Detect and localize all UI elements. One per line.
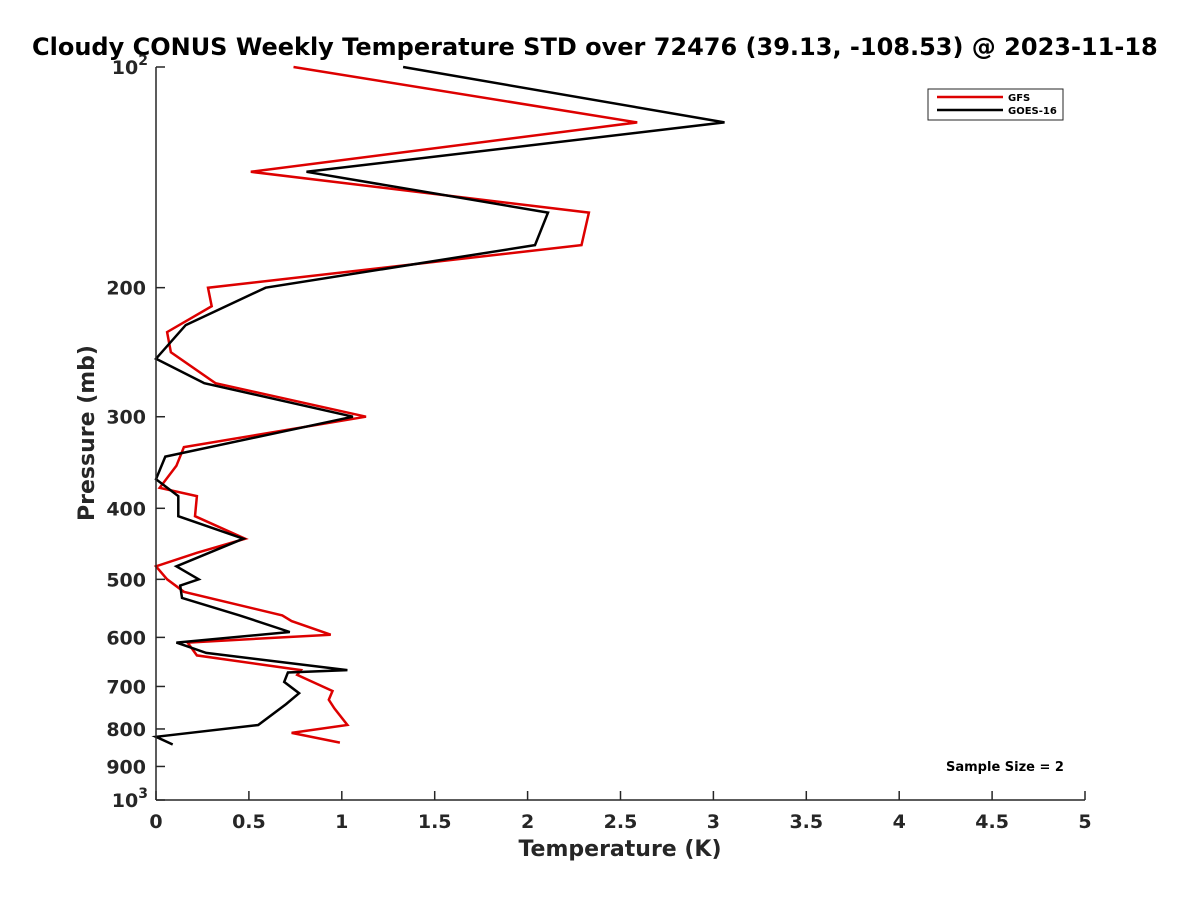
legend: GFS GOES-16 <box>927 88 1064 121</box>
legend-box <box>927 88 1064 121</box>
y-tick-label: 500 <box>106 569 146 591</box>
plot-area <box>151 65 725 746</box>
chart-title: Cloudy CONUS Weekly Temperature STD over… <box>32 33 1158 61</box>
y-axis-label: Pressure (mb) <box>75 345 100 521</box>
x-tick-label: 3 <box>707 811 720 833</box>
x-tick-label: 1.5 <box>418 811 452 833</box>
x-tick-label: 3.5 <box>789 811 823 833</box>
x-tick-label: 0.5 <box>232 811 266 833</box>
y-tick-label: 800 <box>106 719 146 741</box>
x-tick-label: 5 <box>1078 811 1091 833</box>
series-line-goes16 <box>151 65 725 746</box>
y-tick-label: 400 <box>106 498 146 520</box>
x-tick-label: 4 <box>893 811 906 833</box>
x-axis-label: Temperature (K) <box>518 837 721 862</box>
x-tick-label: 2 <box>521 811 534 833</box>
y-tick-label: 200 <box>106 278 146 300</box>
y-ticks: 102 200 300 400 500 600 700 800 900 103 <box>106 53 165 812</box>
x-tick-label: 2.5 <box>604 811 638 833</box>
y-tick-label: 300 <box>106 407 146 429</box>
series-line-gfs <box>153 65 638 744</box>
y-tick-label: 700 <box>106 676 146 698</box>
y-tick-label: 103 <box>112 786 148 812</box>
x-tick-label: 4.5 <box>975 811 1009 833</box>
y-tick-label: 600 <box>106 627 146 649</box>
x-tick-label: 1 <box>335 811 348 833</box>
x-ticks: 0 0.5 1 1.5 2 2.5 3 3.5 4 4.5 5 <box>149 791 1092 833</box>
legend-label-gfs: GFS <box>1008 93 1030 104</box>
sample-size-annotation: Sample Size = 2 <box>946 760 1064 775</box>
legend-label-goes16: GOES-16 <box>1008 106 1057 117</box>
x-tick-label: 0 <box>149 811 162 833</box>
y-tick-label: 102 <box>112 53 148 79</box>
y-tick-label: 900 <box>106 756 146 778</box>
